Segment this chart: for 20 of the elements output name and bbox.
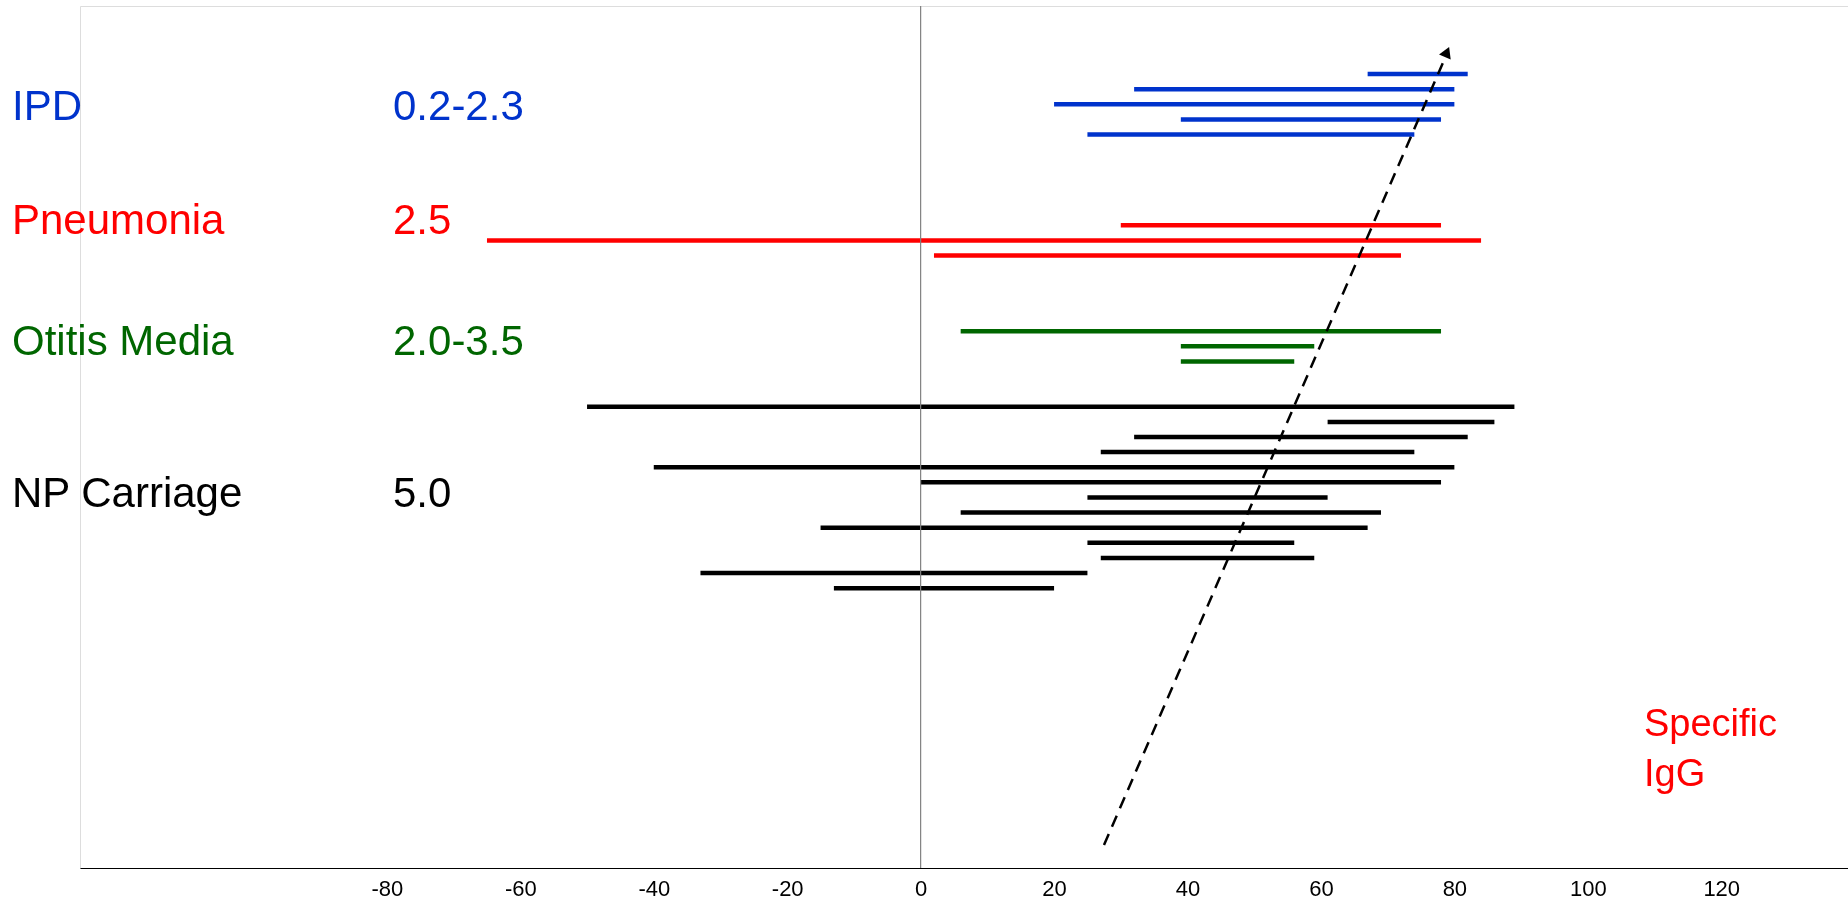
annotation: 0.2-2.3 [393, 82, 524, 130]
x-tick-label: 120 [1703, 875, 1741, 901]
annotation: Otitis Media [12, 316, 235, 364]
annotation: 5.0 [393, 469, 452, 517]
x-tick-label: 100 [1569, 875, 1607, 901]
x-tick-label: 40 [1175, 875, 1201, 901]
annotation: NP Carriage [12, 469, 243, 517]
annotation: Specific IgG [1644, 702, 1778, 794]
annotation: Pneumonia [12, 195, 226, 243]
annotation: IPD [12, 82, 83, 130]
x-tick-label: -40 [638, 875, 671, 901]
x-tick-label: 20 [1042, 875, 1067, 901]
x-tick-label: 0 [915, 875, 928, 901]
annotation: 2.0-3.5 [393, 316, 524, 364]
x-tick-label: -80 [371, 875, 404, 901]
x-tick-label: -20 [771, 875, 804, 901]
x-tick-label: -60 [504, 875, 537, 901]
x-tick-label: 60 [1309, 875, 1334, 901]
x-tick-label: 80 [1442, 875, 1468, 901]
annotation: 2.5 [393, 195, 452, 243]
